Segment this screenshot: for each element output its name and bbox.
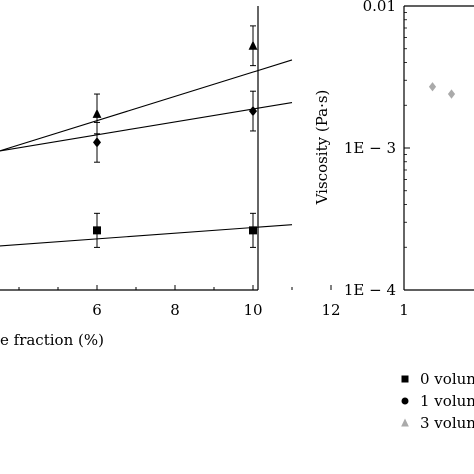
legend: 0 volun 1 volun 3 volun <box>401 370 474 432</box>
left-data-point-square <box>93 226 101 235</box>
right-markers <box>428 82 456 99</box>
left-data-point-square <box>249 226 257 235</box>
left-x-axis-label: e fraction (%) <box>0 331 104 349</box>
legend-label: 3 volun <box>420 414 474 432</box>
legend-marker-square <box>401 375 409 383</box>
left-chart-panel: 6 8 10 12 e fraction (%) <box>0 6 341 349</box>
right-data-point <box>447 89 456 99</box>
legend-marker-circle <box>401 397 409 405</box>
left-x-tick-label: 10 <box>243 301 262 319</box>
right-chart-panel: 0.01 1E − 3 1E − 4 1 Viscosity (Pa·s) 0 vo… <box>313 0 474 432</box>
left-data-point-diamond <box>249 105 257 117</box>
left-error-bars <box>94 25 256 248</box>
right-y-tick-label: 1E − 4 <box>344 281 396 299</box>
left-fit-line <box>0 224 293 247</box>
left-fit-line <box>0 102 293 152</box>
right-data-point <box>428 82 437 92</box>
left-data-point-triangle <box>92 108 102 118</box>
right-y-axis-label: Viscosity (Pa·s) <box>313 90 331 206</box>
right-x-tick-label: 1 <box>399 301 409 319</box>
left-x-tick-label: 6 <box>92 301 102 319</box>
left-x-tick-label: 8 <box>170 301 180 319</box>
right-y-tick-labels: 0.01 1E − 3 1E − 4 <box>344 0 396 299</box>
right-x-tick-labels: 1 <box>399 301 409 319</box>
left-x-ticks <box>18 285 332 290</box>
left-x-tick-labels: 6 8 10 12 <box>92 301 340 319</box>
legend-label: 1 volun <box>420 392 474 410</box>
left-x-tick-label: 12 <box>321 301 340 319</box>
legend-marker-triangle <box>401 418 409 427</box>
legend-label: 0 volun <box>420 370 474 388</box>
right-y-tick-label: 1E − 3 <box>344 139 396 157</box>
left-markers <box>92 40 258 235</box>
left-data-point-triangle <box>248 40 258 50</box>
left-data-point-diamond <box>93 137 101 148</box>
right-y-ticks <box>403 5 410 291</box>
left-fit-line <box>0 59 293 152</box>
right-y-tick-label: 0.01 <box>363 0 396 15</box>
left-fit-lines <box>0 59 293 247</box>
